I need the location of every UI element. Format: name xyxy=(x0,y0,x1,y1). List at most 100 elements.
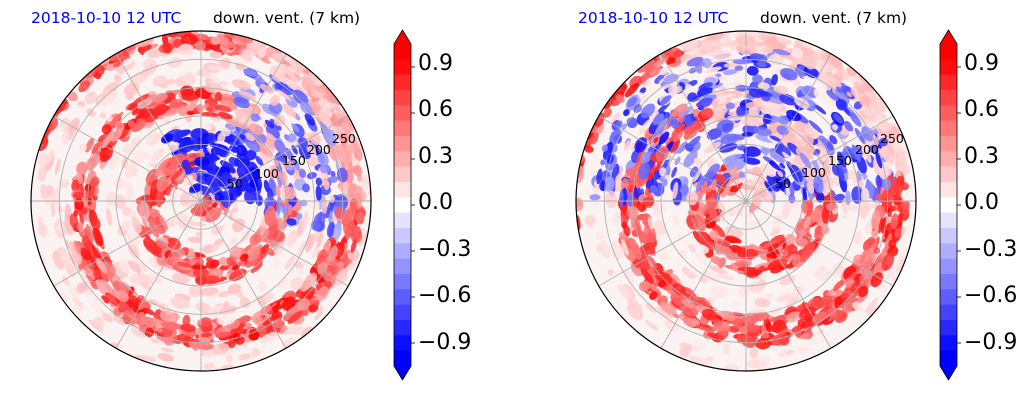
field-cell xyxy=(155,168,164,177)
field-cell xyxy=(708,326,717,332)
field-cell xyxy=(859,95,870,106)
field-cell xyxy=(282,214,288,231)
field-cell xyxy=(679,342,693,352)
field-cell xyxy=(695,251,708,263)
colorbar-level xyxy=(940,243,957,260)
field-cell xyxy=(686,135,701,149)
field-cell xyxy=(707,202,718,222)
field-cell xyxy=(248,328,260,341)
field-cell xyxy=(101,124,112,135)
field-cell xyxy=(264,119,275,129)
field-cell xyxy=(200,317,212,327)
left-panel-svg: 2018-10-10 12 UTC down. vent. (7 km) 50 … xyxy=(30,9,471,381)
field-cell xyxy=(250,113,260,122)
field-cell xyxy=(80,247,90,261)
field-cell xyxy=(354,185,363,194)
radial-label-200: 200 xyxy=(307,142,331,157)
field-cell xyxy=(705,218,716,229)
field-cell xyxy=(706,128,722,140)
field-cell xyxy=(746,65,759,76)
field-cell xyxy=(785,349,795,356)
field-cell xyxy=(91,142,100,155)
field-cell xyxy=(182,166,200,175)
field-cell xyxy=(890,213,899,229)
field-cell xyxy=(229,192,234,204)
field-cell xyxy=(189,221,207,227)
field-cell xyxy=(865,219,873,235)
field-cell xyxy=(761,332,770,339)
field-cell xyxy=(803,339,818,348)
field-cell xyxy=(79,143,88,152)
field-cell xyxy=(315,185,322,201)
field-cell xyxy=(287,204,293,216)
field-cell xyxy=(40,186,50,200)
field-cell xyxy=(871,209,881,230)
field-cell xyxy=(295,267,305,276)
field-cell xyxy=(227,328,247,337)
field-cell xyxy=(638,280,650,292)
field-cell xyxy=(842,71,851,81)
colorbar-level xyxy=(940,182,957,198)
field-cell xyxy=(60,119,68,130)
field-cell xyxy=(745,169,764,176)
field-cell xyxy=(720,97,727,104)
field-cell xyxy=(277,176,283,189)
field-cell xyxy=(80,275,92,289)
field-cell xyxy=(725,102,736,110)
field-cell xyxy=(238,353,251,361)
field-cell xyxy=(170,296,190,309)
field-cell xyxy=(326,221,335,237)
colorbar-level xyxy=(394,304,411,321)
field-cell xyxy=(37,152,49,168)
field-cell xyxy=(826,90,839,101)
radial-label-100: 100 xyxy=(802,165,826,180)
field-cell xyxy=(160,82,168,89)
field-cell xyxy=(615,94,625,103)
field-cell xyxy=(260,57,271,64)
field-cell xyxy=(292,325,304,335)
field-cell xyxy=(757,188,767,198)
field-cell xyxy=(132,149,146,166)
field-cell xyxy=(264,212,277,227)
angular-gridline xyxy=(745,115,894,202)
field-cell xyxy=(151,148,165,162)
field-cell xyxy=(753,126,773,136)
field-cell xyxy=(163,107,180,117)
field-cell xyxy=(272,52,284,63)
field-cell xyxy=(846,147,854,159)
colorbar-level xyxy=(940,335,957,352)
field-cell xyxy=(881,119,890,130)
field-cell xyxy=(658,131,670,145)
field-cell xyxy=(703,141,721,154)
field-cell xyxy=(126,160,137,179)
field-cell xyxy=(176,333,188,343)
field-cell xyxy=(655,274,662,282)
field-cell xyxy=(771,74,778,86)
field-cell xyxy=(327,176,339,183)
field-cell xyxy=(710,222,726,238)
colorbar-tick-label: −0.9 xyxy=(418,330,471,355)
field-cell xyxy=(621,221,628,229)
field-cell xyxy=(759,271,768,279)
colorbar-level xyxy=(940,136,957,152)
field-cell xyxy=(255,155,264,166)
colorbar-level xyxy=(940,105,957,122)
field-cell xyxy=(201,122,212,131)
field-cell xyxy=(284,186,296,200)
field-cell xyxy=(671,123,686,137)
colorbar-tick-label: −0.3 xyxy=(418,237,471,262)
field-cell xyxy=(647,281,662,296)
field-cell xyxy=(75,104,86,114)
field-cell xyxy=(861,125,874,142)
colorbar-extend-min xyxy=(940,366,957,380)
field-cell xyxy=(716,240,731,249)
field-cell xyxy=(793,121,806,133)
field-cell xyxy=(84,287,95,297)
colorbar-level xyxy=(394,197,411,214)
field-cell xyxy=(655,145,669,162)
field-cell xyxy=(811,311,828,324)
polar-plot-border xyxy=(30,30,372,372)
field-cell xyxy=(777,36,789,44)
field-cell xyxy=(799,249,812,263)
field-cell xyxy=(154,104,169,116)
